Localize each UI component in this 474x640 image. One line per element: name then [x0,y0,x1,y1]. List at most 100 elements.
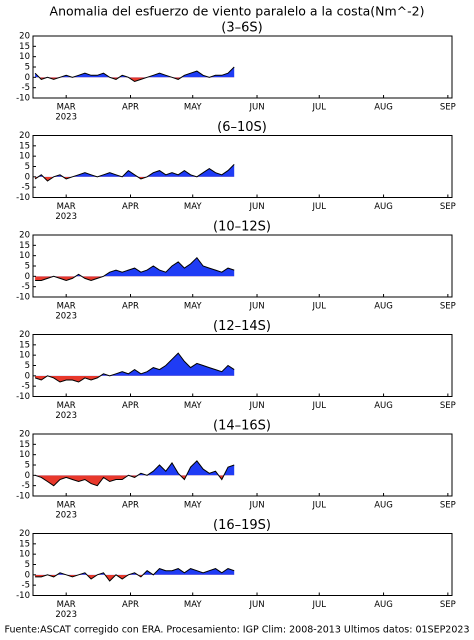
y-tick-label: 15 [19,42,30,52]
x-tick-label: SEP [440,501,456,511]
year-label: 2023 [55,610,77,620]
negative-area [35,176,148,181]
x-tick-label: AUG [374,202,393,212]
x-tick-label: MAY [184,202,202,212]
y-tick-label: 5 [25,560,30,570]
x-tick-label: APR [122,302,139,312]
x-tick-label: MAR [57,202,76,212]
panel-subtitle: (10–12S) [213,220,271,235]
anomaly-line [34,164,235,182]
y-tick-label: -10 [16,492,30,502]
x-tick-label: AUG [374,501,393,511]
x-tick-label: MAY [184,302,202,312]
y-tick-label: 15 [19,241,30,251]
y-tick-label: 20 [19,330,30,340]
y-tick-label: 10 [19,550,30,560]
x-tick-label: AUG [374,103,393,113]
x-tick-label: APR [122,202,139,212]
plot-frame [32,533,453,596]
negative-area [39,77,182,82]
x-tick-label: MAR [57,401,76,411]
y-tick-label: 10 [19,450,30,460]
y-tick-label: 0 [25,371,30,381]
plot-frame [32,433,453,497]
x-tick-label: SEP [440,600,456,610]
y-tick-label: -5 [22,183,30,193]
y-tick-label: 10 [19,351,30,361]
y-tick-label: -10 [16,293,30,303]
x-tick-label: MAR [57,600,76,610]
footer: Fuente:ASCAT corregido con ERA. Procesam… [5,625,470,636]
y-tick-label: 0 [25,570,30,580]
x-tick-label: JUL [312,401,327,411]
y-tick-label: 0 [25,73,30,83]
plot-frame [32,35,453,99]
positive-area [35,257,235,277]
x-tick-label: SEP [440,302,456,312]
x-tick-label: AUG [374,600,393,610]
y-tick-label: 0 [25,172,30,182]
y-tick-label: -5 [22,581,30,591]
y-tick-label: -5 [22,83,30,93]
x-tick-label: JUL [312,103,327,113]
negative-area [35,475,224,486]
x-tick-label: JUN [248,202,264,212]
x-tick-label: JUL [312,600,327,610]
y-tick-label: -10 [16,392,30,402]
plot-frame [32,135,453,198]
y-tick-label: 10 [19,52,30,62]
y-tick-label: 0 [25,272,30,282]
y-tick-label: 20 [19,430,30,440]
y-tick-label: 20 [19,131,30,141]
page-title: Anomalia del esfuerzo de viento paralelo… [50,4,425,19]
y-tick-label: 20 [19,32,30,42]
x-tick-label: MAR [57,501,76,511]
negative-area [35,276,104,281]
y-tick-label: 5 [25,361,30,371]
x-tick-label: JUN [248,401,264,411]
y-tick-label: 0 [25,471,30,481]
x-tick-label: JUN [248,302,264,312]
positive-area [35,353,235,376]
positive-area [35,67,235,78]
plot-frame [32,334,453,397]
panel-subtitle: (14–16S) [213,419,271,434]
x-tick-label: AUG [374,302,393,312]
x-tick-label: MAR [57,103,76,113]
x-tick-label: MAY [184,501,202,511]
positive-area [35,460,235,476]
y-tick-label: -10 [16,193,30,203]
y-tick-label: 10 [19,251,30,261]
x-tick-label: SEP [440,202,456,212]
x-tick-label: APR [122,600,139,610]
y-tick-label: -10 [16,94,30,104]
y-tick-label: 5 [25,63,30,73]
y-tick-label: 20 [19,231,30,241]
anomaly-line [34,66,235,83]
x-tick-label: AUG [374,401,393,411]
x-tick-label: SEP [440,401,456,411]
y-tick-label: 5 [25,262,30,272]
y-tick-label: -5 [22,282,30,292]
x-tick-label: MAR [57,302,76,312]
y-tick-label: 10 [19,152,30,162]
year-label: 2023 [55,511,77,521]
year-label: 2023 [55,411,77,421]
y-tick-label: 5 [25,162,30,172]
x-tick-label: APR [122,501,139,511]
y-tick-label: 15 [19,141,30,151]
y-tick-label: -10 [16,591,30,601]
anomaly-line [35,256,235,282]
x-tick-label: MAY [184,401,202,411]
year-label: 2023 [55,312,77,322]
panel-subtitle: (12–14S) [213,319,271,334]
panel-subtitle: (6–10S) [217,120,267,135]
panel-subtitle: (16–19S) [213,518,271,533]
y-tick-label: 15 [19,539,30,549]
plot-frame [32,234,453,298]
y-tick-label: 15 [19,340,30,350]
y-tick-label: 15 [19,440,30,450]
y-tick-label: -5 [22,481,30,491]
negative-area [35,375,101,382]
